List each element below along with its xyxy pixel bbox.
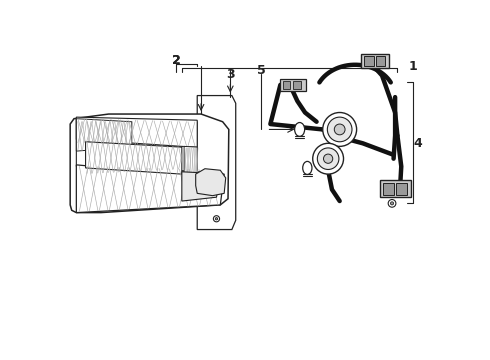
Text: 2: 2 bbox=[172, 54, 181, 67]
Circle shape bbox=[318, 148, 339, 170]
Polygon shape bbox=[86, 142, 182, 174]
Text: 1: 1 bbox=[409, 60, 417, 73]
Bar bbox=[383, 183, 394, 195]
Bar bbox=[283, 81, 291, 89]
Polygon shape bbox=[76, 119, 197, 172]
Circle shape bbox=[323, 154, 333, 163]
Polygon shape bbox=[76, 165, 224, 213]
Polygon shape bbox=[76, 117, 197, 147]
Bar bbox=[376, 56, 385, 66]
Polygon shape bbox=[184, 147, 197, 176]
Circle shape bbox=[391, 202, 393, 205]
Text: 4: 4 bbox=[414, 137, 422, 150]
Polygon shape bbox=[76, 119, 132, 151]
Polygon shape bbox=[196, 169, 226, 195]
Circle shape bbox=[327, 117, 352, 142]
Polygon shape bbox=[70, 114, 229, 213]
Circle shape bbox=[213, 216, 220, 222]
Circle shape bbox=[313, 143, 343, 174]
Polygon shape bbox=[182, 172, 220, 201]
Text: 3: 3 bbox=[226, 68, 235, 81]
Bar bbox=[396, 183, 408, 195]
Circle shape bbox=[323, 112, 357, 147]
Bar bbox=[361, 54, 389, 68]
Circle shape bbox=[215, 217, 218, 220]
Bar bbox=[280, 78, 306, 91]
Circle shape bbox=[388, 199, 396, 207]
Ellipse shape bbox=[294, 122, 305, 136]
Text: 5: 5 bbox=[257, 64, 266, 77]
Circle shape bbox=[334, 124, 345, 135]
Text: 2: 2 bbox=[172, 54, 181, 67]
Bar bbox=[294, 81, 301, 89]
Polygon shape bbox=[197, 95, 236, 230]
Bar bbox=[381, 180, 411, 197]
Bar bbox=[365, 56, 373, 66]
Ellipse shape bbox=[303, 161, 312, 175]
